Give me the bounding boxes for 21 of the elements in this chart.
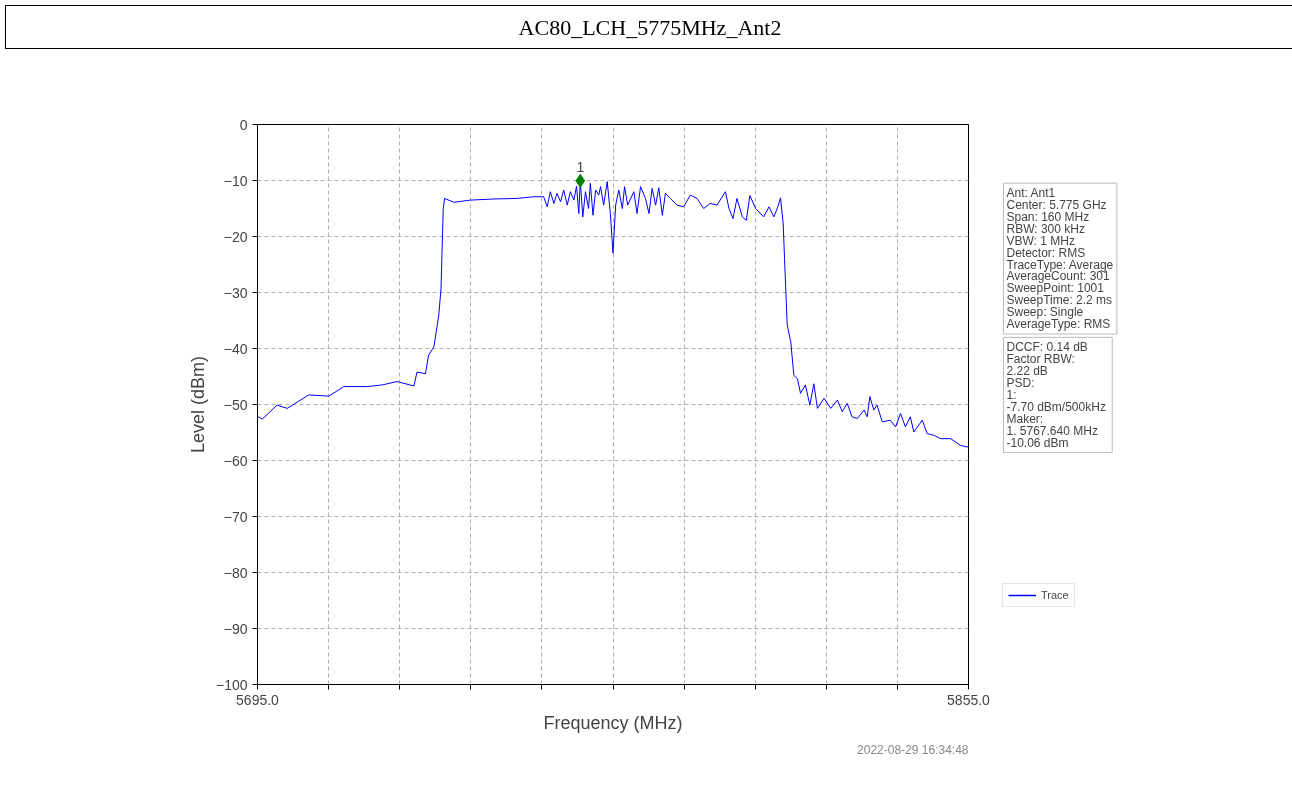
x-tick-label: 5695.0 (236, 691, 280, 708)
annotation: 1 (576, 158, 585, 175)
y-tick-label: −20 (223, 228, 248, 245)
y-tick-label: 0 (239, 116, 248, 133)
y-tick-label: −40 (223, 340, 248, 357)
y-tick-label: −30 (223, 284, 248, 301)
x-tick-label: 5855.0 (947, 691, 991, 708)
y-tick-label: −90 (223, 620, 248, 637)
text: Ant: Ant1 Center: 5.775 GHz Span: 160 MHz RBW: 300 kHz VBW: 1 MHz Detector: RMS TraceType: Average AverageCount: 301 SweepPoint: 1001 SweepTime: 2.2 ms Sweep: Single AverageType: RMS (1006, 186, 1114, 332)
text: DCCF: 0.14 dB Factor RBW: 2.22 dB PSD: 1: -7.70 dBm/500kHz Maker: 1. 5767.640 MHz -10.06 dBm (1006, 340, 1106, 450)
y-axis-title: Level (dBm) (187, 355, 208, 454)
x-axis-title: Frequency (MHz) (543, 712, 683, 733)
y-tick-label: −50 (223, 396, 248, 413)
legend-label: Trace (1041, 589, 1069, 601)
y-tick-label: −70 (223, 508, 248, 525)
y-tick-label: −100 (215, 676, 248, 693)
text: 2022-08-29 16:34:48 (857, 742, 969, 757)
y-tick-label: −60 (223, 452, 248, 469)
y-tick-label: −80 (223, 564, 248, 581)
y-tick-label: −10 (223, 172, 248, 189)
chart-title: AC80_LCH_5775MHz_Ant2 (518, 14, 782, 42)
